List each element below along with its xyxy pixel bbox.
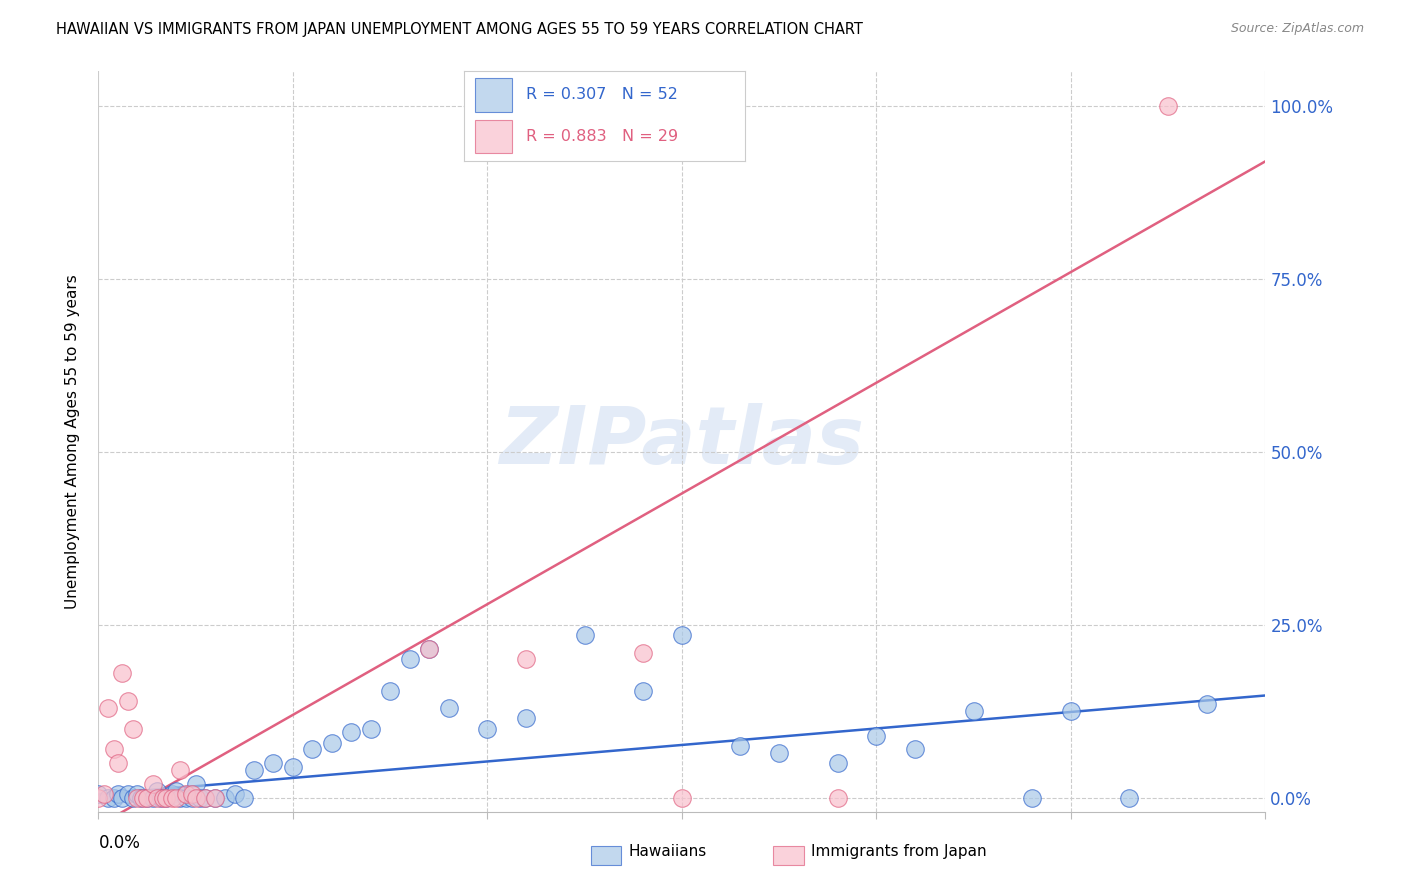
Point (418, 642, 440, 657)
Bar (475, 120, 512, 153)
Text: Source: ZipAtlas.com: Source: ZipAtlas.com (1230, 22, 1364, 36)
Text: Immigrants from Japan: Immigrants from Japan (811, 845, 987, 859)
Point (1195, 698, 1218, 712)
Point (233, 790, 256, 805)
Text: 0.0%: 0.0% (98, 834, 141, 852)
Point (865, 729, 887, 743)
Point (204, 790, 226, 805)
Point (169, 763, 191, 777)
Point (180, 788, 202, 802)
Point (204, 790, 226, 805)
Point (418, 642, 440, 657)
Text: R = 0.883   N = 29: R = 0.883 N = 29 (526, 129, 678, 144)
Point (477, 722, 499, 736)
Point (129, 790, 152, 805)
Point (180, 790, 202, 805)
Point (107, 788, 129, 802)
Point (671, 628, 693, 642)
Point (93, 788, 115, 802)
Point (1060, 705, 1083, 719)
Point (155, 790, 177, 805)
Point (111, 666, 134, 681)
Point (962, 705, 984, 719)
Text: HAWAIIAN VS IMMIGRANTS FROM JAPAN UNEMPLOYMENT AMONG AGES 55 TO 59 YEARS CORRELA: HAWAIIAN VS IMMIGRANTS FROM JAPAN UNEMPL… (56, 22, 863, 37)
Point (127, 788, 149, 802)
Point (1157, 99, 1180, 113)
Point (188, 790, 211, 805)
Point (631, 646, 654, 660)
Point (87, 788, 110, 802)
Point (132, 790, 155, 805)
Point (162, 790, 184, 805)
Point (142, 790, 165, 805)
Point (827, 756, 849, 771)
Bar (475, 78, 512, 112)
Point (768, 746, 790, 760)
Point (162, 788, 184, 802)
Point (398, 652, 420, 666)
Point (117, 694, 139, 708)
Point (360, 722, 382, 736)
Point (155, 790, 177, 805)
Point (671, 790, 693, 805)
Point (378, 683, 402, 698)
Point (262, 756, 284, 771)
Point (122, 790, 145, 805)
Point (152, 790, 174, 805)
Text: Hawaiians: Hawaiians (628, 845, 707, 859)
Point (103, 790, 125, 805)
Point (87, 790, 110, 805)
Point (184, 790, 207, 805)
Point (194, 790, 217, 805)
Point (827, 790, 849, 805)
Point (97, 790, 120, 805)
Point (111, 790, 134, 805)
Point (214, 790, 236, 805)
Point (224, 788, 246, 802)
Point (515, 711, 537, 725)
Point (1118, 790, 1140, 805)
Text: R = 0.307   N = 52: R = 0.307 N = 52 (526, 87, 678, 102)
Point (122, 722, 145, 736)
Point (136, 790, 159, 805)
Point (174, 788, 197, 802)
Point (97, 701, 120, 715)
Point (184, 777, 207, 791)
Text: ZIPatlas: ZIPatlas (499, 402, 865, 481)
Point (904, 742, 927, 756)
Point (103, 742, 125, 756)
Point (169, 790, 191, 805)
Point (321, 735, 343, 749)
Point (174, 790, 197, 805)
Point (281, 760, 304, 774)
Point (165, 784, 187, 798)
Point (127, 790, 149, 805)
Point (117, 788, 139, 802)
Point (574, 628, 596, 642)
Point (631, 683, 654, 698)
Point (146, 790, 169, 805)
Point (243, 763, 266, 777)
Point (340, 725, 363, 739)
Point (515, 652, 537, 666)
Y-axis label: Unemployment Among Ages 55 to 59 years: Unemployment Among Ages 55 to 59 years (65, 274, 80, 609)
Point (165, 790, 187, 805)
Point (1021, 790, 1043, 805)
Point (437, 701, 460, 715)
Point (107, 756, 129, 771)
Point (146, 784, 169, 798)
Point (194, 790, 217, 805)
Point (301, 742, 323, 756)
Point (149, 790, 172, 805)
Point (730, 739, 752, 753)
Point (142, 777, 165, 791)
Point (136, 790, 159, 805)
